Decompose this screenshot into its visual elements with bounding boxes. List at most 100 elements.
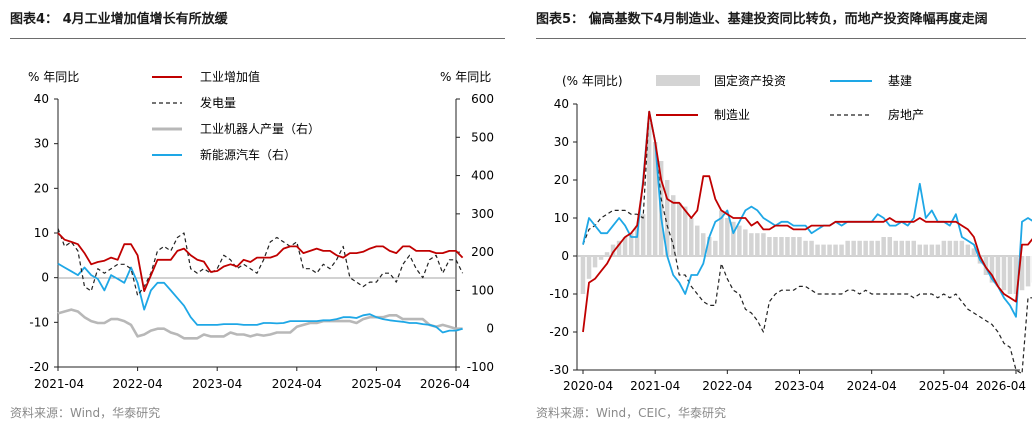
fai-bar [616,240,622,256]
fai-bar [821,244,826,256]
left-series-line [57,228,464,297]
fai-bar [857,240,862,256]
fai-bar [911,240,916,256]
left-y2-tick-label: 100 [471,283,494,297]
right-x-tick-label: 2021-04 [630,379,680,393]
right-x-tick-label: 2024-04 [847,379,897,393]
fai-bar [923,244,928,256]
right-x-tick-label: 2025-04 [919,379,969,393]
left-series-line [57,308,463,340]
fai-bar [899,240,904,256]
right-x-tick-label: 2020-04 [563,379,613,393]
legend-label-nev-output: 新能源汽车（右） [200,147,296,162]
left-series-line [57,232,464,293]
legend-label-robot-output: 工业机器人产量（右） [200,121,320,136]
right-y-tick-label: -20 [549,325,569,339]
left-y2-tick-label: 0 [486,322,494,336]
fai-bar [580,256,586,294]
legend-label-industrial-output: 工业增加值 [200,69,260,84]
left-x-tick-label: 2021-04 [34,377,84,391]
fai-bar [761,233,766,256]
fai-bar [1001,256,1007,291]
legend-label-manufacturing: 制造业 [714,108,750,122]
fai-bar [779,237,784,256]
left-legend: 工业增加值 发电量 工业机器人产量（右） 新能源汽车（右） [152,69,320,162]
left-title-divider [10,38,505,39]
fai-bar [767,237,772,256]
fai-bar [695,225,700,256]
fai-bar [598,256,604,260]
left-x-tick-label: 2022-04 [113,377,163,391]
fai-bar [743,229,748,256]
fai-bar [707,237,712,256]
fai-bar [941,240,947,256]
left-y-tick-label: -10 [29,315,49,329]
fai-bar [689,218,694,256]
fai-bar [851,240,856,256]
right-y-label: (% 年同比) [562,74,623,88]
left-y-label: % 年同比 [28,70,79,84]
fai-bar [881,237,886,256]
left-y2-tick-label: 200 [471,245,494,259]
fai-bar [1019,256,1025,291]
fai-bar [785,237,790,256]
legend-swatch-fai [656,75,700,86]
legend-label-power-generation: 发电量 [200,95,236,110]
fai-bar [971,248,977,256]
left-y-tick-label: 0 [41,271,49,285]
fai-bar [983,256,989,275]
fai-bar [791,237,796,256]
fai-bar [875,240,880,256]
fai-bar [610,244,616,256]
right-legend: 固定资产投资 基建 制造业 房地产 [656,73,924,122]
right-y-tick-label: -30 [549,363,569,377]
fai-bar [995,256,1001,287]
fai-bar [664,180,670,256]
fai-bar [815,244,820,256]
fai-bar [737,225,742,256]
fai-bar [833,244,838,256]
fai-bar [869,240,874,256]
fai-bar [701,233,706,256]
right-y-tick-label: 10 [554,211,569,225]
left-y2-tick-label: 300 [471,207,494,221]
fai-bar [845,240,850,256]
right-title-divider [536,38,1026,39]
fai-bar [634,225,640,256]
fai-bar [989,256,995,283]
fai-bar [755,233,760,256]
fai-bar [640,214,646,256]
fai-bar [586,256,592,279]
fai-bar [749,233,754,256]
fai-bar [719,210,724,256]
fai-bar [905,240,910,256]
fai-bar [713,240,718,256]
left-x-tick-label: 2024-04 [272,377,322,391]
left-y-tick-label: 10 [34,226,49,240]
fai-bar [827,244,832,256]
fai-bar [604,252,610,256]
fai-bar [797,237,802,256]
fai-bar [935,244,941,256]
legend-label-fai: 固定资产投资 [714,73,786,88]
left-y-tick-label: -20 [29,360,49,374]
fai-bar [1025,256,1031,287]
fai-bar [959,240,965,256]
right-x-tick-label: 2026-04 [976,379,1026,393]
left-y-tick-label: 20 [34,181,49,195]
fai-bar [677,202,682,256]
left-plot-area: -20-10010203040-100010020030040050060020… [29,92,494,391]
left-y2-label: % 年同比 [440,70,491,84]
fai-bar [1013,256,1019,294]
fai-bar [917,244,922,256]
fai-bar [947,240,953,256]
fai-bar [1007,256,1013,294]
right-series-line [582,110,1032,318]
right-chart-title: 图表5： 偏高基数下4月制造业、基建投资同比转负，而地产投资降幅再度走阔 [536,12,988,27]
left-series-line [57,262,463,334]
right-y-tick-label: 20 [554,173,569,187]
legend-label-infrastructure: 基建 [888,74,912,88]
left-y2-tick-label: 500 [471,130,494,144]
right-x-tick-label: 2022-04 [702,379,752,393]
left-y2-tick-label: 600 [471,92,494,106]
